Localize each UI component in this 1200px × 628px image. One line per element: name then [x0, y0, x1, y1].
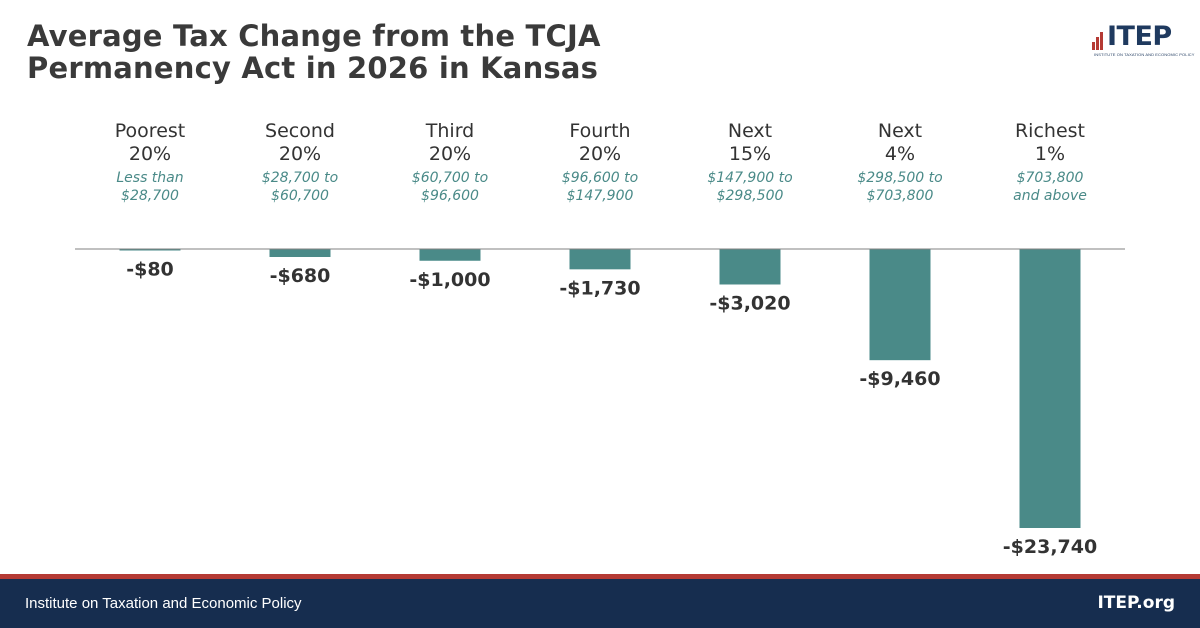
income-range-6-line-2: $703,800 [867, 188, 934, 204]
logo-subtitle: INSTITUTE ON TAXATION AND ECONOMIC POLIC… [1094, 52, 1195, 57]
category-label-2-line-2: 20% [279, 143, 321, 165]
income-range-4-line-2: $147,900 [567, 188, 634, 204]
value-label-3: -$1,000 [409, 269, 490, 291]
category-label-5-line-2: 15% [729, 143, 771, 165]
bar-2 [269, 249, 331, 257]
category-label-1-line-1: Poorest [115, 120, 185, 142]
title-line-1: Average Tax Change from the TCJA [27, 19, 601, 53]
income-range-3-line-2: $96,600 [421, 188, 479, 204]
value-label-1: -$80 [126, 259, 174, 281]
category-label-4-line-2: 20% [579, 143, 621, 165]
income-range-1-line-2: $28,700 [121, 188, 179, 204]
category-label-1-line-2: 20% [129, 143, 171, 165]
income-range-7-line-2: and above [1013, 188, 1087, 204]
bar-1 [119, 249, 181, 251]
category-label-6-line-1: Next [878, 120, 922, 142]
category-label-4-line-1: Fourth [569, 120, 630, 142]
income-range-3-line-1: $60,700 to [412, 170, 488, 186]
bar-5 [719, 249, 781, 285]
income-range-4-line-1: $96,600 to [562, 170, 638, 186]
income-range-1-line-1: Less than [116, 170, 183, 186]
category-label-2-line-1: Second [265, 120, 335, 142]
category-label-7-line-1: Richest [1015, 120, 1085, 142]
income-range-7-line-1: $703,800 [1017, 170, 1084, 186]
income-range-5-line-2: $298,500 [717, 188, 784, 204]
category-label-5-line-1: Next [728, 120, 772, 142]
value-label-7: -$23,740 [1003, 536, 1097, 558]
category-label-3-line-2: 20% [429, 143, 471, 165]
bar-7 [1019, 249, 1081, 528]
value-label-6: -$9,460 [859, 368, 940, 390]
income-range-5-line-1: $147,900 to [707, 170, 792, 186]
income-range-2-line-1: $28,700 to [262, 170, 338, 186]
footer-org-name: Institute on Taxation and Economic Polic… [25, 595, 302, 612]
value-label-4: -$1,730 [559, 277, 640, 299]
bar-4 [569, 249, 631, 270]
income-range-2-line-2: $60,700 [271, 188, 329, 204]
bar-3 [419, 249, 481, 261]
bar-6 [869, 249, 931, 361]
logo-text: ITEP [1107, 21, 1172, 52]
income-range-6-line-1: $298,500 to [857, 170, 942, 186]
bar-chart-icon [1092, 30, 1106, 50]
category-label-3-line-1: Third [425, 120, 474, 142]
category-label-7-line-2: 1% [1035, 143, 1065, 165]
footer-website: ITEP.org [1097, 593, 1175, 613]
itep-logo: ITEP INSTITUTE ON TAXATION AND ECONOMIC … [1092, 21, 1195, 57]
footer: Institute on Taxation and Economic Polic… [0, 579, 1200, 628]
value-label-5: -$3,020 [709, 292, 790, 314]
footer-stripe [0, 574, 1200, 579]
title-line-2: Permanency Act in 2026 in Kansas [27, 51, 599, 85]
value-label-2: -$680 [270, 265, 331, 287]
chart-title: Average Tax Change from the TCJA Permane… [27, 20, 727, 84]
category-label-6-line-2: 4% [885, 143, 915, 165]
